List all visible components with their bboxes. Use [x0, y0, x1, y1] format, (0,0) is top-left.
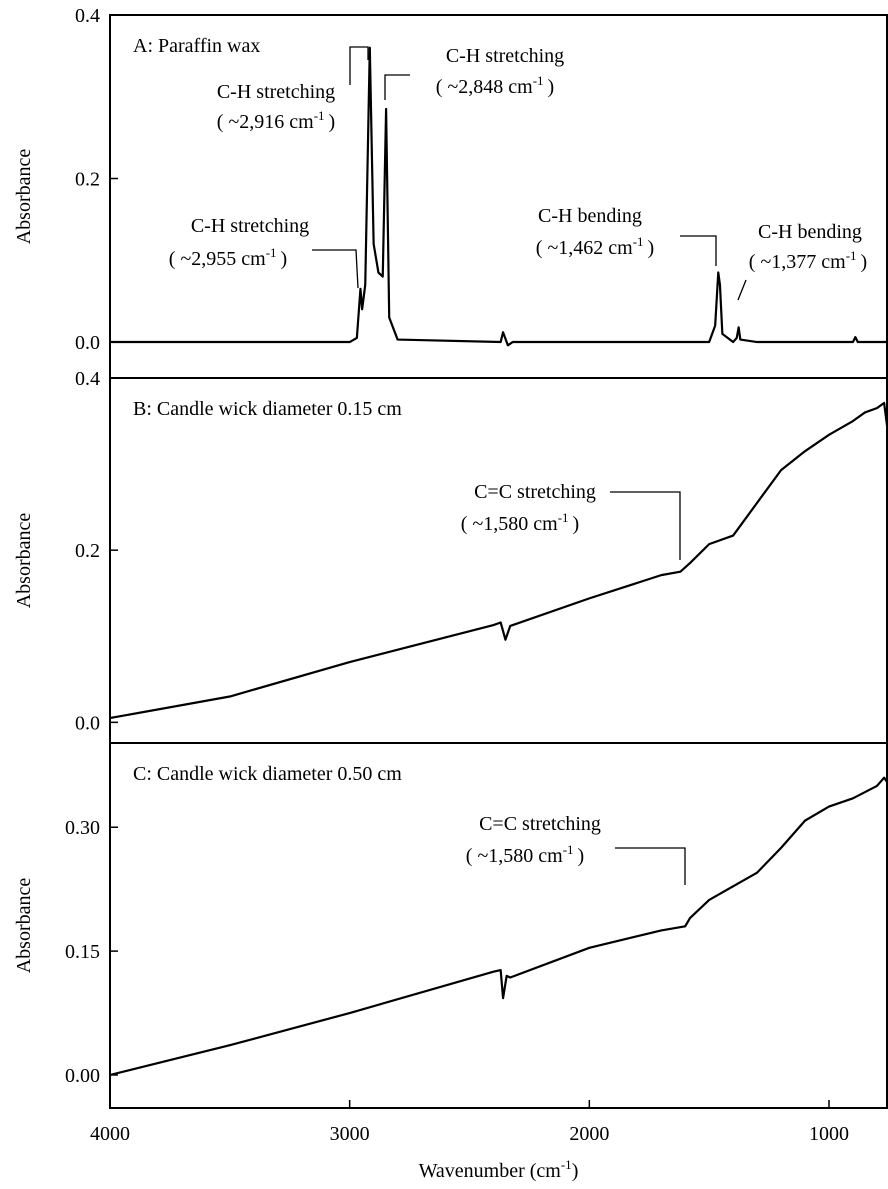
- annotation-sup: -1: [266, 245, 277, 260]
- annotation-note: ( ~1,377 cm-1): [749, 248, 867, 273]
- y-tick-label: 0.2: [75, 169, 100, 191]
- y-tick-label: 0.4: [75, 368, 100, 390]
- plot-frame: [109, 377, 888, 744]
- annotation-sup: -1: [846, 248, 857, 263]
- annotation-text: C-H bending: [758, 221, 862, 243]
- x-axis-label-end: ): [572, 1160, 579, 1182]
- annotation-note-text: ( ~1,462 cm: [536, 237, 633, 259]
- y-tick-label: 0.0: [75, 332, 100, 354]
- annotation-leader: [615, 847, 686, 885]
- x-tick-label: 2000: [569, 1123, 609, 1145]
- annotation-text: C-H stretching: [217, 81, 335, 103]
- annotation-note: ( ~1,580 cm-1): [461, 510, 579, 535]
- annotation-note: ( ~2,848 cm-1): [436, 73, 554, 98]
- annotation-sup: -1: [314, 108, 325, 123]
- annotation-text: C=C stretching: [474, 481, 596, 503]
- annotation-leader: [610, 491, 681, 560]
- x-axis-label: Wavenumber (cm-1): [419, 1157, 579, 1182]
- annotation-leader: [680, 235, 717, 266]
- annotation-note: ( ~1,462 cm-1): [536, 234, 654, 259]
- spectrum-line: [110, 776, 887, 1077]
- y-axis-label: Absorbance: [13, 878, 35, 974]
- annotation-note-text: ( ~1,580 cm: [466, 845, 563, 867]
- spectrum-line: [110, 401, 887, 720]
- y-tick-label: 0.4: [75, 5, 100, 27]
- panel-title: B: Candle wick diameter 0.15 cm: [133, 398, 402, 420]
- series: [110, 46, 887, 347]
- spectrum-line: [110, 46, 887, 347]
- annotation-end: ): [578, 845, 585, 867]
- y-tick-label: 0.00: [65, 1065, 100, 1087]
- annotation-note: ( ~2,916 cm-1): [217, 108, 335, 133]
- series: [110, 776, 887, 1077]
- y-tick-label: 0.2: [75, 540, 100, 562]
- annotation-note: ( ~1,580 cm-1): [466, 842, 584, 867]
- panel-title: C: Candle wick diameter 0.50 cm: [133, 763, 402, 785]
- annotation-leader: [384, 74, 410, 100]
- annotation-end: ): [861, 251, 868, 273]
- x-axis-label-text: Wavenumber (cm: [419, 1160, 562, 1182]
- annotation-text: C=C stretching: [479, 813, 601, 835]
- annotation-note: ( ~2,955 cm-1): [169, 245, 287, 270]
- annotation-note-text: ( ~1,580 cm: [461, 513, 558, 535]
- x-tick-label: 1000: [809, 1123, 849, 1145]
- annotation-end: ): [548, 76, 555, 98]
- panel-title: A: Paraffin wax: [133, 35, 260, 57]
- y-tick-label: 0.0: [75, 712, 100, 734]
- y-axis-label: Absorbance: [13, 149, 35, 245]
- plot-frame: [109, 14, 888, 379]
- annotation-sup: -1: [563, 842, 574, 857]
- annotation-text: C-H stretching: [446, 45, 564, 67]
- annotation-sup: -1: [558, 510, 569, 525]
- annotation-end: ): [281, 248, 288, 270]
- annotation-sup: -1: [533, 73, 544, 88]
- annotation-end: ): [573, 513, 580, 535]
- plot-frame: [109, 742, 888, 1109]
- annotation-leader: [312, 249, 359, 289]
- annotation-leader: [737, 279, 747, 301]
- annotation-note-text: ( ~2,916 cm: [217, 111, 314, 133]
- series: [110, 401, 887, 720]
- annotation-text: C-H bending: [538, 205, 642, 227]
- annotation-note-text: ( ~2,848 cm: [436, 76, 533, 98]
- annotation-text: C-H stretching: [191, 215, 309, 237]
- x-axis-label-sup: -1: [561, 1157, 572, 1172]
- x-tick-label: 3000: [330, 1123, 370, 1145]
- annotation-leader: [349, 46, 369, 85]
- annotation-end: ): [329, 111, 336, 133]
- y-axis-label: Absorbance: [13, 513, 35, 609]
- annotation-sup: -1: [633, 234, 644, 249]
- annotation-note-text: ( ~1,377 cm: [749, 251, 846, 273]
- y-tick-label: 0.30: [65, 817, 100, 839]
- annotation-end: ): [648, 237, 655, 259]
- annotation-note-text: ( ~2,955 cm: [169, 248, 266, 270]
- x-tick-label: 4000: [90, 1123, 130, 1145]
- y-tick-label: 0.15: [65, 941, 100, 963]
